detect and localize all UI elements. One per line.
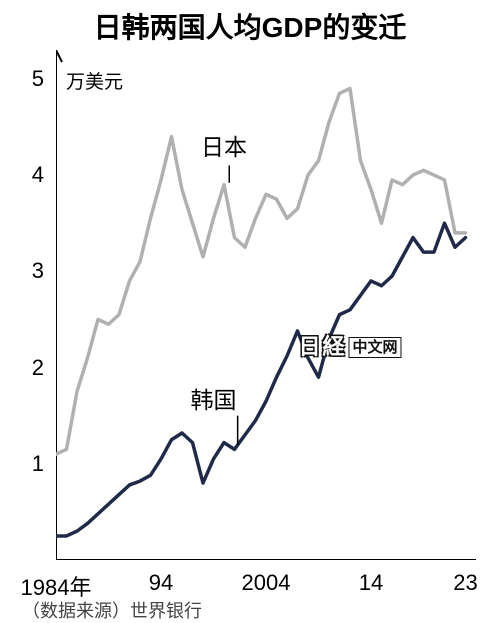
nikkei-watermark: 日経中文网 <box>298 329 401 361</box>
series-label-japan: 日本 <box>201 128 247 162</box>
series-line-japan <box>56 88 466 454</box>
watermark-main: 日経 <box>298 334 346 359</box>
y-tick-label: 4 <box>32 162 44 188</box>
y-tick-label: 5 <box>32 66 44 92</box>
series-line-korea <box>56 223 466 536</box>
x-tick-label: 94 <box>149 570 173 596</box>
gdp-per-capita-chart: 日韩两国人均GDP的变迁 万美元 日経中文网 （数据来源）世界银行 123451… <box>0 0 500 615</box>
x-tick-label: 2004 <box>242 570 291 596</box>
y-tick-label: 1 <box>32 451 44 477</box>
plot-area <box>56 50 476 560</box>
x-tick-label: 23 <box>453 570 477 596</box>
series-label-korea: 韩国 <box>191 381 237 415</box>
y-tick-label: 3 <box>32 258 44 284</box>
watermark-sub: 中文网 <box>349 337 402 358</box>
chart-title: 日韩两国人均GDP的变迁 <box>0 6 500 46</box>
y-tick-label: 2 <box>32 355 44 381</box>
x-tick-label: 14 <box>359 570 383 596</box>
x-tick-label: 1984年 <box>21 570 92 602</box>
